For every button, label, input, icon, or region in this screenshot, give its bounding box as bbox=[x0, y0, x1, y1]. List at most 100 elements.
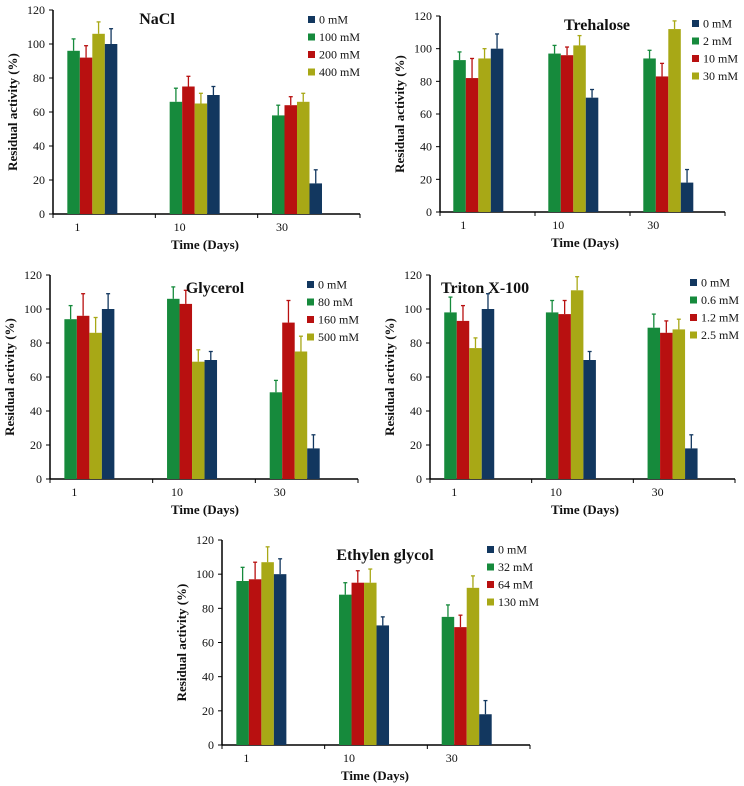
bar bbox=[179, 303, 193, 479]
y-axis-label: Residual activity (%) bbox=[392, 55, 407, 173]
bar bbox=[647, 327, 661, 479]
chart-title: NaCl bbox=[139, 11, 175, 28]
legend-label: 10 mM bbox=[703, 52, 738, 66]
y-axis-label: Residual activity (%) bbox=[2, 318, 17, 436]
legend-swatch bbox=[487, 546, 494, 553]
bar bbox=[273, 574, 287, 745]
y-tick-label: 40 bbox=[410, 404, 422, 418]
legend-swatch bbox=[307, 281, 314, 288]
y-tick-label: 80 bbox=[202, 601, 214, 615]
x-tick-label: 1 bbox=[243, 751, 249, 765]
x-tick-label: 30 bbox=[274, 485, 286, 499]
y-tick-label: 100 bbox=[196, 567, 214, 581]
y-tick-label: 80 bbox=[33, 71, 45, 85]
bar bbox=[269, 392, 283, 479]
chart-panel: 0 20 40 60 80 100 120 1 10 30 Glycerol Time (Days) R… bbox=[2, 268, 359, 517]
bar bbox=[490, 48, 504, 212]
legend-swatch bbox=[308, 68, 315, 76]
bar bbox=[573, 45, 586, 213]
y-tick-label: 0 bbox=[39, 207, 45, 221]
bar bbox=[668, 29, 681, 212]
bar bbox=[101, 309, 115, 479]
bar bbox=[339, 594, 352, 745]
legend-label: 30 mM bbox=[703, 69, 738, 83]
bar bbox=[271, 115, 285, 214]
y-tick-label: 0 bbox=[416, 472, 422, 486]
y-tick-label: 60 bbox=[420, 107, 432, 121]
bar bbox=[79, 57, 93, 214]
y-tick-label: 120 bbox=[404, 268, 422, 282]
bar bbox=[453, 60, 466, 212]
y-tick-label: 120 bbox=[27, 3, 45, 17]
y-tick-label: 100 bbox=[404, 302, 422, 316]
bar bbox=[680, 182, 694, 212]
legend-label: 500 mM bbox=[318, 330, 359, 344]
bar bbox=[294, 351, 308, 479]
legend-swatch bbox=[692, 37, 699, 45]
y-tick-label: 80 bbox=[420, 74, 432, 88]
y-tick-label: 0 bbox=[208, 738, 214, 752]
x-tick-label: 30 bbox=[652, 485, 664, 499]
bar bbox=[456, 320, 470, 479]
legend-swatch bbox=[690, 279, 697, 286]
y-tick-label: 40 bbox=[420, 140, 432, 154]
y-tick-label: 60 bbox=[410, 370, 422, 384]
legend-label: 130 mM bbox=[498, 595, 539, 609]
x-axis-label: Time (Days) bbox=[341, 768, 409, 783]
y-tick-label: 80 bbox=[30, 336, 42, 350]
chart-title: Trehalose bbox=[564, 17, 630, 34]
legend-label: 400 mM bbox=[319, 65, 360, 79]
x-axis-label: Time (Days) bbox=[551, 235, 619, 250]
x-tick-label: 30 bbox=[446, 751, 458, 765]
bar bbox=[248, 579, 262, 745]
y-tick-label: 120 bbox=[196, 533, 214, 547]
bar bbox=[104, 44, 118, 214]
legend-swatch bbox=[487, 563, 494, 571]
legend-label: 0 mM bbox=[498, 543, 527, 557]
x-axis-label: Time (Days) bbox=[171, 237, 239, 252]
y-tick-label: 40 bbox=[30, 404, 42, 418]
bar bbox=[545, 312, 559, 479]
bar bbox=[64, 319, 77, 479]
bar bbox=[351, 582, 365, 745]
y-tick-label: 20 bbox=[202, 704, 214, 718]
y-axis-label: Residual activity (%) bbox=[174, 584, 189, 702]
y-tick-label: 40 bbox=[33, 139, 45, 153]
chart-panel: 0 20 40 60 80 100 120 1 10 30 Trehalose Time (Days)… bbox=[392, 9, 738, 250]
chart-title: Glycerol bbox=[186, 280, 245, 297]
bar bbox=[236, 581, 249, 745]
bar bbox=[583, 360, 596, 479]
bar bbox=[89, 332, 102, 479]
bar bbox=[444, 312, 457, 479]
legend-swatch bbox=[307, 298, 314, 306]
bar bbox=[192, 361, 205, 479]
y-tick-label: 20 bbox=[420, 172, 432, 186]
bar bbox=[479, 714, 492, 745]
y-tick-label: 100 bbox=[414, 42, 432, 56]
y-tick-label: 0 bbox=[36, 472, 42, 486]
legend-label: 1.2 mM bbox=[701, 311, 739, 325]
bar bbox=[67, 50, 80, 214]
x-tick-label: 30 bbox=[647, 218, 659, 232]
x-tick-label: 10 bbox=[174, 220, 186, 234]
x-tick-label: 1 bbox=[451, 485, 457, 499]
legend-label: 200 mM bbox=[319, 48, 360, 62]
legend-swatch bbox=[690, 314, 697, 321]
legend-swatch bbox=[308, 16, 315, 23]
x-axis-label: Time (Days) bbox=[551, 502, 619, 517]
bar bbox=[548, 53, 561, 212]
bar bbox=[441, 616, 455, 745]
chart-panel: 0 20 40 60 80 100 120 1 10 30 Triton X-100 Time (Da… bbox=[382, 268, 739, 517]
bar bbox=[167, 298, 180, 479]
x-tick-label: 10 bbox=[550, 485, 562, 499]
bar bbox=[282, 322, 295, 479]
bar bbox=[92, 33, 105, 214]
bar bbox=[204, 360, 218, 479]
x-tick-label: 1 bbox=[71, 485, 77, 499]
legend-label: 160 mM bbox=[318, 313, 359, 327]
y-tick-label: 20 bbox=[410, 438, 422, 452]
y-tick-label: 0 bbox=[426, 205, 432, 219]
y-tick-label: 60 bbox=[30, 370, 42, 384]
legend-swatch bbox=[308, 51, 315, 58]
